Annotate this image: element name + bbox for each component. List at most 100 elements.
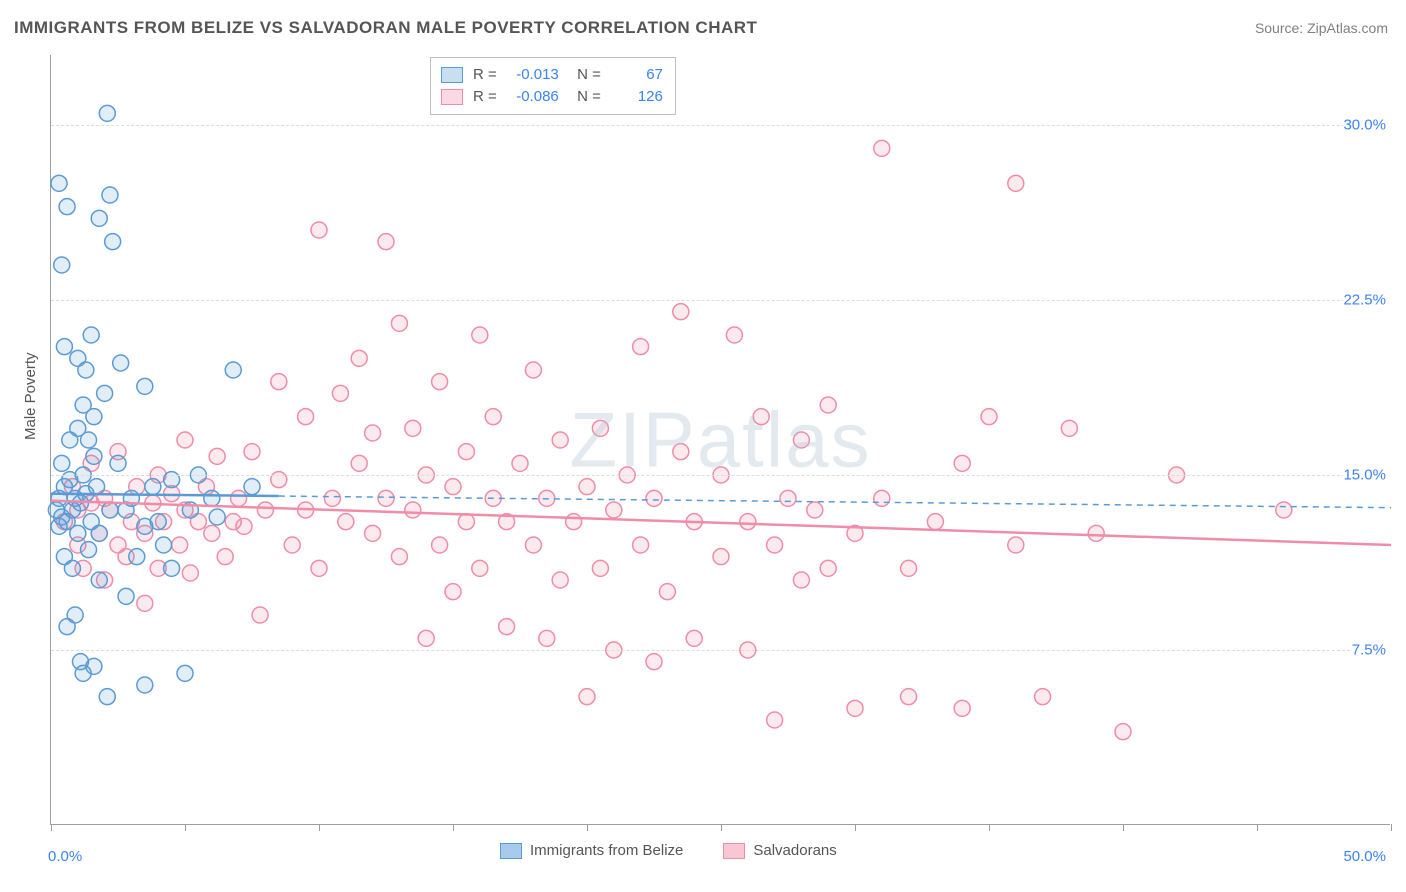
data-point <box>432 374 448 390</box>
data-point <box>113 355 129 371</box>
data-point <box>820 560 836 576</box>
scatter-svg <box>51 55 1390 824</box>
data-point <box>86 448 102 464</box>
data-point <box>378 234 394 250</box>
data-point <box>901 560 917 576</box>
gridline <box>51 650 1390 651</box>
data-point <box>445 479 461 495</box>
data-point <box>204 525 220 541</box>
data-point <box>432 537 448 553</box>
data-point <box>646 654 662 670</box>
data-point <box>592 420 608 436</box>
legend-item-series2: Salvadorans <box>723 842 836 859</box>
data-point <box>110 455 126 471</box>
data-point <box>75 397 91 413</box>
data-point <box>1008 537 1024 553</box>
data-point <box>1061 420 1077 436</box>
gridline <box>51 125 1390 126</box>
data-point <box>927 514 943 530</box>
legend-swatch-series1 <box>441 67 463 83</box>
data-point <box>204 490 220 506</box>
data-point <box>182 565 198 581</box>
data-point <box>97 385 113 401</box>
data-point <box>209 448 225 464</box>
legend-label-series2: Salvadorans <box>753 842 836 859</box>
data-point <box>445 584 461 600</box>
correlation-legend: R = -0.013 N = 67 R = -0.086 N = 126 <box>430 57 676 115</box>
data-point <box>70 350 86 366</box>
x-tick <box>721 824 722 831</box>
legend-n-value-series2: 126 <box>611 86 663 108</box>
legend-swatch-icon <box>500 843 522 859</box>
data-point <box>405 420 421 436</box>
data-point <box>847 700 863 716</box>
data-point <box>1035 689 1051 705</box>
data-point <box>418 630 434 646</box>
data-point <box>284 537 300 553</box>
x-tick <box>1257 824 1258 831</box>
data-point <box>378 490 394 506</box>
legend-r-value-series1: -0.013 <box>507 64 559 86</box>
data-point <box>137 518 153 534</box>
data-point <box>458 514 474 530</box>
data-point <box>225 362 241 378</box>
data-point <box>164 560 180 576</box>
data-point <box>91 572 107 588</box>
data-point <box>81 542 97 558</box>
data-point <box>54 257 70 273</box>
data-point <box>129 549 145 565</box>
data-point <box>391 315 407 331</box>
data-point <box>874 490 890 506</box>
data-point <box>740 514 756 530</box>
data-point <box>552 432 568 448</box>
data-point <box>252 607 268 623</box>
x-axis-max-label: 50.0% <box>1343 848 1386 865</box>
data-point <box>499 619 515 635</box>
data-point <box>271 374 287 390</box>
data-point <box>713 549 729 565</box>
legend-r-label: R = <box>473 86 497 108</box>
data-point <box>365 425 381 441</box>
data-point <box>592 560 608 576</box>
x-tick <box>185 824 186 831</box>
data-point <box>102 187 118 203</box>
legend-r-label: R = <box>473 64 497 86</box>
legend-row-series2: R = -0.086 N = 126 <box>441 86 663 108</box>
data-point <box>81 432 97 448</box>
data-point <box>485 409 501 425</box>
source-attribution: Source: ZipAtlas.com <box>1255 20 1388 36</box>
data-point <box>177 665 193 681</box>
data-point <box>89 479 105 495</box>
data-point <box>244 479 260 495</box>
data-point <box>67 607 83 623</box>
data-point <box>91 210 107 226</box>
x-axis-min-label: 0.0% <box>48 848 82 865</box>
data-point <box>105 234 121 250</box>
legend-row-series1: R = -0.013 N = 67 <box>441 64 663 86</box>
data-point <box>633 339 649 355</box>
data-point <box>217 549 233 565</box>
data-point <box>673 304 689 320</box>
data-point <box>780 490 796 506</box>
data-point <box>1088 525 1104 541</box>
data-point <box>231 490 247 506</box>
data-point <box>566 514 582 530</box>
data-point <box>244 444 260 460</box>
data-point <box>874 140 890 156</box>
data-point <box>145 479 161 495</box>
data-point <box>820 397 836 413</box>
data-point <box>351 350 367 366</box>
data-point <box>311 560 327 576</box>
data-point <box>83 327 99 343</box>
data-point <box>324 490 340 506</box>
legend-label-series1: Immigrants from Belize <box>530 842 683 859</box>
data-point <box>472 560 488 576</box>
legend-n-value-series1: 67 <box>611 64 663 86</box>
x-tick <box>1391 824 1392 831</box>
x-tick <box>989 824 990 831</box>
data-point <box>512 455 528 471</box>
chart-container: IMMIGRANTS FROM BELIZE VS SALVADORAN MAL… <box>0 0 1406 892</box>
gridline <box>51 300 1390 301</box>
legend-item-series1: Immigrants from Belize <box>500 842 683 859</box>
data-point <box>767 712 783 728</box>
